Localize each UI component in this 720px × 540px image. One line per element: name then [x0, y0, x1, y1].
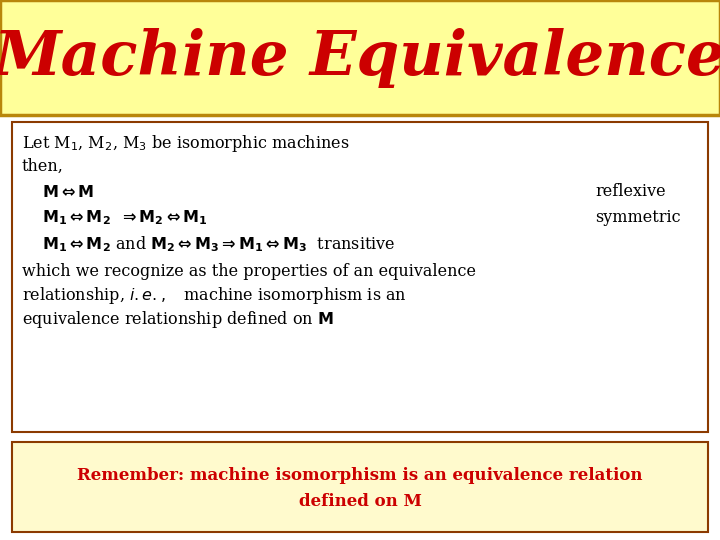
FancyBboxPatch shape [12, 122, 708, 432]
Text: relationship, $\mathit{i.e.,}$   machine isomorphism is an: relationship, $\mathit{i.e.,}$ machine i… [22, 286, 407, 307]
Text: Let M$_1$, M$_2$, M$_3$ be isomorphic machines: Let M$_1$, M$_2$, M$_3$ be isomorphic ma… [22, 132, 349, 153]
Text: $\mathbf{M \Leftrightarrow M}$: $\mathbf{M \Leftrightarrow M}$ [42, 184, 94, 200]
Text: $\mathbf{M_1 \Leftrightarrow M_2}$ and $\mathbf{M_2 \Leftrightarrow M_3 \Rightar: $\mathbf{M_1 \Leftrightarrow M_2}$ and $… [42, 234, 395, 254]
Text: Remember: machine isomorphism is an equivalence relation: Remember: machine isomorphism is an equi… [77, 467, 643, 483]
Text: then,: then, [22, 158, 64, 174]
Text: Machine Equivalence: Machine Equivalence [0, 28, 720, 88]
FancyBboxPatch shape [0, 0, 720, 115]
Text: $\mathbf{M_1 \Leftrightarrow M_2 \;\;\Rightarrow M_2 \Leftrightarrow M_1}$: $\mathbf{M_1 \Leftrightarrow M_2 \;\;\Ri… [42, 208, 207, 227]
Text: equivalence relationship defined on $\mathbf{M}$: equivalence relationship defined on $\ma… [22, 309, 333, 330]
Text: which we recognize as the properties of an equivalence: which we recognize as the properties of … [22, 264, 476, 280]
FancyBboxPatch shape [12, 442, 708, 532]
Text: reflexive: reflexive [595, 184, 665, 200]
Text: symmetric: symmetric [595, 210, 680, 226]
Text: defined on M: defined on M [299, 494, 421, 510]
